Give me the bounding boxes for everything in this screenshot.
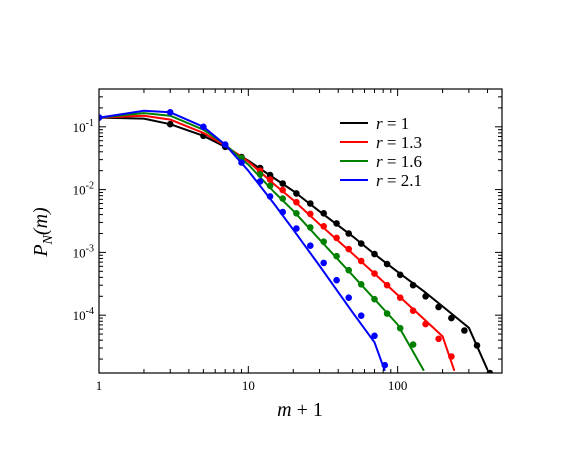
- data-point-s1-11: [383, 281, 391, 289]
- legend-label-2: r = 1.6: [376, 152, 422, 171]
- data-point-s0-10: [320, 210, 328, 217]
- data-point-s2-10: [371, 295, 378, 303]
- data-point-s1-15: [435, 335, 442, 343]
- data-point-s2-0: [238, 154, 245, 162]
- series-area: [99, 109, 494, 373]
- data-point-s0-22: [473, 342, 481, 349]
- data-point-s0-14: [371, 250, 378, 258]
- plot-frame: [98, 88, 503, 374]
- data-point-s0-17: [409, 281, 417, 289]
- y-tick-label--3: 10-3: [73, 243, 94, 260]
- data-point-s1-6: [320, 223, 328, 230]
- data-point-s2-9: [357, 281, 365, 288]
- data-point-s2-7: [333, 252, 340, 260]
- data-point-s3-5: [256, 178, 264, 185]
- data-point-s2-5: [307, 224, 314, 231]
- data-point-s0-9: [307, 200, 314, 207]
- data-point-s3-1: [166, 109, 174, 116]
- data-point-s3-4: [238, 159, 245, 166]
- data-point-s0-20: [448, 314, 455, 322]
- data-point-s1-9: [357, 257, 365, 265]
- data-point-s3-11: [333, 276, 340, 284]
- data-point-s1-16: [448, 353, 455, 360]
- data-point-s1-12: [396, 294, 404, 302]
- data-point-s2-2: [266, 182, 274, 190]
- data-point-s3-6: [266, 193, 274, 200]
- data-point-s1-3: [279, 186, 287, 194]
- legend-label-1: r = 1.3: [376, 133, 422, 152]
- data-point-s0-1: [166, 120, 174, 128]
- data-point-s0-16: [396, 271, 404, 279]
- data-point-s2-3: [279, 195, 287, 202]
- legend-label-0: r = 1: [376, 114, 409, 133]
- x-tick-label-100: 100: [388, 378, 408, 393]
- data-point-s1-2: [266, 176, 274, 183]
- series-line-3: [99, 109, 386, 372]
- data-point-s0-12: [345, 230, 353, 237]
- data-point-s1-10: [371, 270, 378, 277]
- data-point-s0-15: [383, 260, 391, 268]
- data-point-s1-4: [293, 198, 300, 206]
- data-point-s3-13: [357, 312, 365, 320]
- x-axis-label: m + 1: [277, 399, 323, 421]
- data-point-s2-1: [256, 171, 264, 178]
- y-tick-label--4: 10-4: [73, 306, 94, 323]
- data-point-s2-12: [396, 324, 404, 332]
- data-point-s3-8: [293, 225, 300, 232]
- data-point-s0-8: [293, 190, 300, 197]
- data-point-s3-9: [307, 242, 314, 249]
- x-tick-label-1: 1: [96, 378, 103, 393]
- data-point-s2-13: [409, 341, 417, 348]
- data-point-s3-10: [320, 259, 328, 267]
- plot-layer: [99, 109, 494, 373]
- data-point-s2-8: [345, 266, 353, 274]
- y-tick-label--2: 10-2: [73, 181, 94, 198]
- data-point-s3-0: [99, 114, 103, 121]
- data-point-s0-23: [486, 369, 494, 373]
- x-tick-label-10: 10: [242, 378, 255, 393]
- data-point-s0-11: [333, 220, 340, 227]
- data-point-s3-14: [371, 332, 378, 340]
- data-point-s1-13: [409, 307, 417, 315]
- data-point-s3-2: [200, 123, 207, 131]
- y-tick-label--1: 10-1: [73, 118, 94, 135]
- legend-label-3: r = 2.1: [376, 171, 422, 190]
- data-point-s2-6: [320, 238, 328, 245]
- legend: r = 1r = 1.3r = 1.6r = 2.1: [340, 114, 422, 190]
- data-point-s1-5: [307, 210, 314, 218]
- ticks-layer: 1 10 100 10-1 10-2 10-3 10-4: [73, 88, 503, 393]
- data-point-s3-3: [221, 141, 229, 148]
- data-point-s0-18: [422, 293, 429, 300]
- data-point-s0-19: [435, 303, 442, 311]
- data-point-s1-14: [422, 320, 429, 328]
- data-point-s1-7: [333, 234, 340, 242]
- data-point-s2-4: [293, 210, 300, 217]
- data-point-s0-21: [461, 327, 468, 334]
- data-point-s3-12: [345, 294, 353, 302]
- series-line-0: [99, 116, 489, 371]
- y-axis-label: PN(m): [30, 207, 56, 258]
- data-point-s3-7: [279, 208, 287, 216]
- data-point-s3-15: [381, 361, 389, 369]
- data-point-s0-7: [279, 180, 287, 187]
- data-point-s1-8: [345, 245, 353, 253]
- data-point-s0-13: [357, 240, 365, 247]
- data-point-s2-11: [383, 310, 391, 317]
